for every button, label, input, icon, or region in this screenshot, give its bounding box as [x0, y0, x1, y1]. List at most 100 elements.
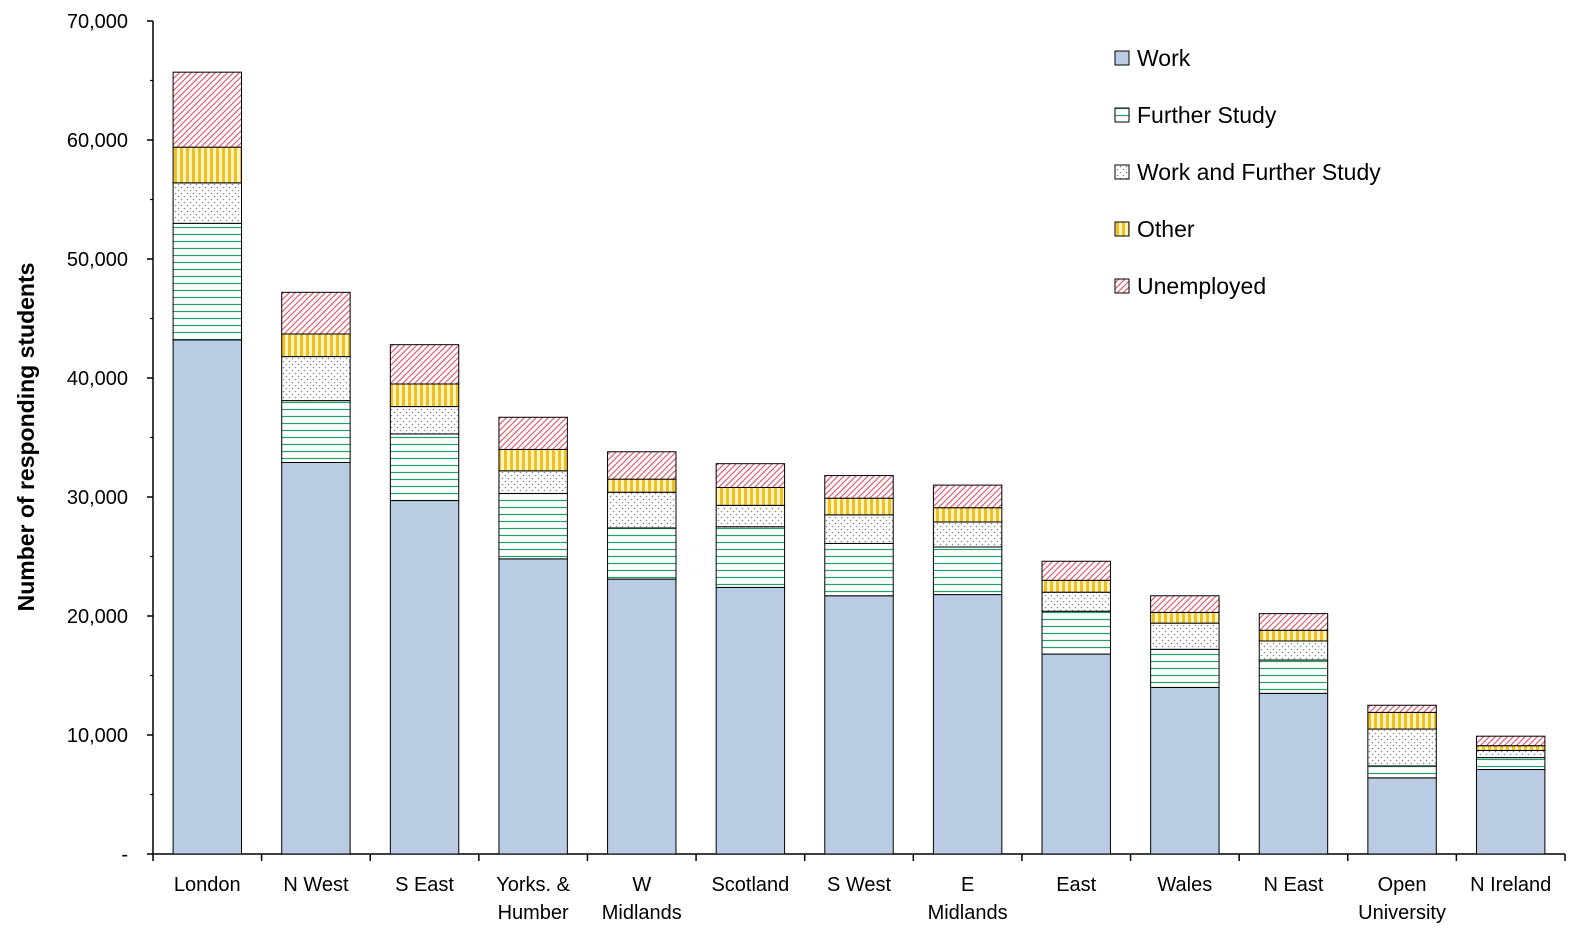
x-tick-label: S East: [395, 874, 454, 896]
bar-segment-unemployed: [389, 344, 460, 385]
bar-segment-further-study: [824, 542, 894, 597]
bar-segment-work-and-further-study: [1041, 591, 1111, 612]
x-tick-label: E Midlands: [928, 874, 1008, 924]
bar-segment-work: [172, 339, 243, 855]
bar-segment-other: [498, 448, 568, 472]
bar-segment-other: [1367, 711, 1437, 730]
bar-segment-work: [715, 586, 786, 855]
bars: [172, 71, 1546, 855]
y-axis: - 10,000 20,000 30,000 40,000 50,000 60,000 70,…: [67, 11, 154, 866]
bar-segment-work-and-further-study: [389, 406, 460, 435]
bar-segment-unemployed: [1150, 595, 1220, 613]
x-tick-label: London: [174, 874, 241, 896]
x-tick-label: East: [1056, 874, 1096, 896]
legend-swatch: [1114, 50, 1130, 66]
bar-segment-other: [172, 146, 243, 184]
bar-segment-work: [1258, 692, 1329, 855]
bar-segment-further-study: [1367, 765, 1437, 779]
bar-segment-other: [1150, 611, 1220, 624]
bar-segment-work-and-further-study: [715, 504, 786, 528]
x-axis: London N West S East Yorks. & Humber W Midland…: [152, 853, 1566, 924]
bar-segment-work-and-further-study: [607, 491, 677, 529]
legend-label: Unemployed: [1137, 273, 1266, 299]
y-tick-label: 10,000: [67, 725, 128, 747]
bar-segment-further-study: [281, 400, 351, 463]
bar-segment-work-and-further-study: [172, 182, 243, 224]
bar-segment-work: [1367, 777, 1437, 855]
legend: Work Further Study Work and Further Study O…: [1114, 45, 1381, 299]
legend-swatch: [1114, 164, 1130, 180]
bar-segment-unemployed: [1367, 704, 1437, 713]
bar-segment-other: [389, 383, 460, 408]
x-tick-label: Open University: [1358, 874, 1446, 924]
legend-label: Other: [1137, 216, 1195, 242]
bar-segment-further-study: [1475, 757, 1546, 771]
bar-segment-work-and-further-study: [1367, 728, 1437, 767]
y-tick-label: 50,000: [67, 249, 128, 271]
bar-segment-work: [1475, 769, 1546, 855]
bar-segment-further-study: [172, 222, 243, 341]
bar-segment-further-study: [607, 527, 677, 580]
x-tick-label: S West: [827, 874, 892, 896]
bar-segment-further-study: [1150, 648, 1220, 688]
legend-swatch: [1114, 107, 1130, 123]
legend-label: Work and Further Study: [1137, 159, 1381, 185]
bar-segment-work-and-further-study: [1258, 640, 1329, 661]
bar-segment-work-and-further-study: [824, 514, 894, 544]
bar-segment-work: [824, 595, 894, 855]
bar-segment-further-study: [1041, 610, 1111, 655]
bar-segment-work: [389, 500, 460, 855]
bar-segment-unemployed: [1258, 613, 1329, 631]
x-tick-label: Scotland: [711, 874, 789, 896]
legend-swatch: [1114, 221, 1130, 237]
bar-segment-work: [1041, 653, 1111, 855]
bar-segment-work: [607, 578, 677, 855]
bar-segment-further-study: [1258, 659, 1329, 694]
bar-segment-unemployed: [498, 416, 568, 450]
bar-segment-other: [824, 497, 894, 516]
x-tick-label: N East: [1263, 874, 1323, 896]
bar-segment-other: [1258, 629, 1329, 642]
x-tick-label: N West: [283, 874, 349, 896]
x-tick-label: N Ireland: [1470, 874, 1551, 896]
y-tick-label: -: [121, 844, 128, 866]
x-tick-label: Wales: [1157, 874, 1212, 896]
bar-segment-other: [1041, 579, 1111, 593]
bar-segment-unemployed: [1041, 560, 1111, 581]
legend-label: Work: [1137, 45, 1191, 71]
bar-segment-unemployed: [172, 71, 243, 148]
bar-segment-work-and-further-study: [1150, 622, 1220, 650]
bar-segment-work: [498, 558, 568, 855]
bar-segment-other: [281, 333, 351, 358]
bar-segment-unemployed: [1475, 735, 1546, 747]
bar-segment-other: [607, 478, 677, 493]
bar-segment-further-study: [715, 526, 786, 588]
bar-segment-further-study: [498, 492, 568, 560]
bar-segment-further-study: [389, 433, 460, 502]
y-tick-label: 70,000: [67, 11, 128, 33]
bar-segment-work-and-further-study: [932, 521, 1003, 548]
y-tick-label: 60,000: [67, 130, 128, 152]
y-tick-label: 40,000: [67, 368, 128, 390]
bar-segment-work: [1150, 686, 1220, 855]
x-tick-label: Yorks. & Humber: [496, 874, 570, 924]
bar-segment-unemployed: [715, 463, 786, 488]
bar-segment-work-and-further-study: [281, 356, 351, 402]
y-axis-label: Number of responding students: [13, 263, 39, 612]
y-tick-label: 20,000: [67, 606, 128, 628]
bar-segment-unemployed: [932, 484, 1003, 509]
bar-segment-unemployed: [824, 475, 894, 499]
bar-segment-other: [932, 507, 1003, 523]
bar-segment-work: [932, 594, 1003, 855]
bar-segment-work: [281, 461, 351, 855]
bar-segment-further-study: [932, 546, 1003, 596]
bar-segment-other: [715, 486, 786, 506]
bar-segment-work-and-further-study: [1475, 749, 1546, 759]
bar-segment-work-and-further-study: [498, 470, 568, 494]
legend-swatch: [1114, 278, 1130, 294]
x-tick-label: W Midlands: [602, 874, 682, 924]
legend-label: Further Study: [1137, 102, 1277, 128]
bar-segment-other: [1475, 745, 1546, 751]
bar-segment-unemployed: [607, 451, 677, 480]
